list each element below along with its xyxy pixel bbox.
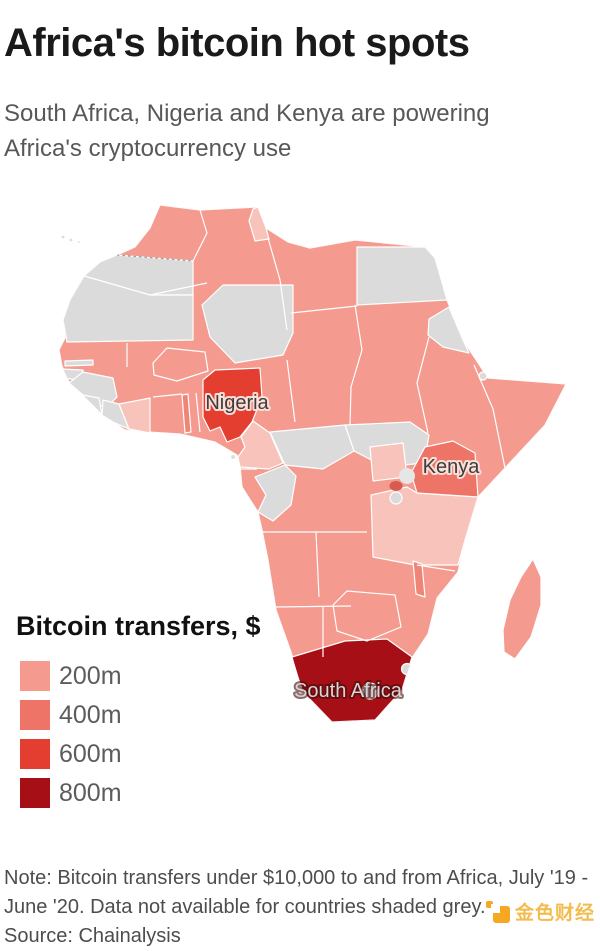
- border-algeria-mali: [149, 282, 208, 296]
- lake-victoria: [399, 468, 415, 484]
- border-benin-nigeria: [195, 392, 201, 433]
- legend-label-600m: 600m: [59, 739, 122, 768]
- border-algeria-libya: [267, 237, 288, 331]
- country-malawi: [412, 560, 426, 598]
- country-congo-republic: [254, 464, 297, 522]
- country-eritrea: [427, 306, 470, 354]
- border-tanzania-mozambique: [416, 564, 456, 572]
- legend: Bitcoin transfers, $ 200m 400m 600m 800m: [16, 610, 261, 808]
- legend-title: Bitcoin transfers, $: [16, 611, 261, 641]
- country-central-african-republic: [269, 424, 355, 470]
- legend-label-400m: 400m: [59, 700, 122, 729]
- country-burundi: [389, 491, 403, 505]
- border-ethiopia-somalia: [473, 364, 506, 469]
- legend-label-200m: 200m: [59, 661, 122, 690]
- border-ghana-burkina: [152, 393, 183, 398]
- country-niger: [201, 284, 294, 364]
- legend-swatch-400m: [20, 700, 50, 730]
- border-burkina-faso: [152, 347, 209, 382]
- country-tunisia: [248, 206, 270, 242]
- country-madagascar: [502, 558, 542, 660]
- country-sierra-leone: [82, 394, 103, 416]
- border-morocco-western-sahara-dashed: [116, 254, 194, 262]
- border-zimbabwe: [332, 590, 402, 642]
- watermark-text: 金色财经: [514, 903, 595, 924]
- legend-row-800m: 800m: [16, 778, 261, 808]
- country-tanzania: [370, 486, 479, 566]
- country-bioko: [229, 453, 237, 461]
- legend-swatch-200m: [20, 661, 50, 691]
- country-canary-islands: [60, 234, 82, 245]
- border-libya-chad: [290, 305, 358, 314]
- jinse-logo-icon: [485, 898, 512, 925]
- footnote: Note: Bitcoin transfers under $10,000 to…: [4, 867, 589, 918]
- legend-swatch-800m: [20, 778, 50, 808]
- country-gambia: [64, 359, 94, 367]
- country-rwanda: [389, 481, 403, 491]
- legend-label-800m: 800m: [59, 778, 122, 807]
- country-egypt: [356, 246, 448, 306]
- africa-map-svg: Nigeria Kenya South Africa: [59, 205, 566, 722]
- country-togo: [181, 393, 192, 434]
- legend-swatch-600m: [20, 739, 50, 769]
- legend-row-600m: 600m: [16, 739, 261, 769]
- border-angola-zambia: [315, 531, 320, 598]
- country-eswatini: [400, 662, 414, 676]
- country-mauritania: [62, 275, 194, 343]
- page-title: Africa's bitcoin hot spots: [4, 21, 470, 65]
- border-morocco-algeria: [192, 209, 208, 262]
- label-kenya: Kenya: [423, 456, 481, 478]
- legend-row-200m: 200m: [16, 661, 261, 691]
- africa-choropleth-map: Nigeria Kenya South Africa: [0, 185, 600, 860]
- country-lesotho: [361, 682, 379, 700]
- legend-row-400m: 400m: [16, 700, 261, 730]
- border-angola-namibia: [275, 605, 352, 608]
- source-line: Source: Chainalysis: [4, 925, 181, 947]
- border-sudan-ethiopia: [416, 336, 430, 434]
- country-nigeria: [202, 367, 263, 443]
- page-subtitle: South Africa, Nigeria and Kenya are powe…: [4, 100, 490, 162]
- watermark: 金色财经: [485, 898, 595, 925]
- border-chad-sudan: [349, 304, 363, 426]
- label-nigeria: Nigeria: [205, 392, 269, 414]
- label-south-africa: South Africa: [294, 680, 403, 702]
- border-chad-car: [286, 359, 296, 423]
